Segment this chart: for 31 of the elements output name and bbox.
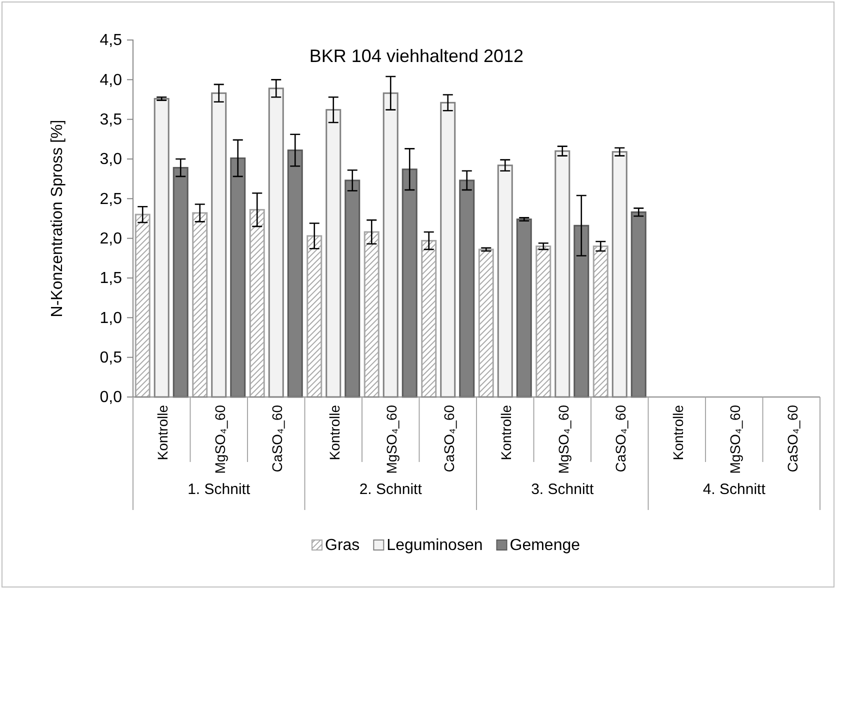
x-tick-label: MgSO₄_60 — [555, 404, 572, 474]
x-tick-label: MgSO₄_60 — [384, 404, 400, 474]
y-tick-label: 2,5 — [100, 190, 122, 208]
y-tick-label: 4,5 — [100, 32, 122, 50]
y-axis-title: N-Konzentration Spross [%] — [49, 120, 66, 318]
x-tick-label: Kontrolle — [326, 404, 342, 460]
text: 4. Schnitt — [702, 481, 766, 498]
text: 2. Schnitt — [359, 481, 423, 498]
y-tick-label: 1,0 — [100, 310, 122, 327]
y-tick-label: 2,0 — [100, 230, 122, 248]
y-tick-label: 0,5 — [100, 349, 122, 366]
legend-label: Gemenge — [510, 537, 580, 554]
y-tick-label: 4,0 — [100, 72, 122, 89]
legend-label: Gras — [325, 537, 360, 554]
x-tick-label: CaSO₄_60 — [784, 404, 800, 472]
x-tick-label: CaSO₄_60 — [440, 404, 457, 472]
x-tick-label: CaSO₄_60 — [269, 404, 286, 472]
x-tick-label: MgSO₄_60 — [212, 404, 228, 474]
y-tick-label: 3,5 — [100, 111, 122, 128]
x-tick-label: CaSO₄_60 — [612, 404, 629, 472]
x-tick-label: MgSO₄_60 — [727, 404, 744, 474]
chart-title: BKR 104 viehhaltend 2012 — [309, 46, 524, 66]
y-tick-label: 1,5 — [100, 270, 122, 288]
x-tick-label: Kontrolle — [154, 404, 171, 460]
text: 1. Schnitt — [188, 481, 251, 498]
y-tick-label: 0,0 — [100, 389, 122, 406]
text: 3. Schnitt — [531, 481, 594, 498]
legend-label: Leguminosen — [386, 537, 483, 554]
x-tick-label: Kontrolle — [498, 404, 514, 460]
x-tick-label: Kontrolle — [670, 404, 686, 460]
y-tick-label: 3,0 — [100, 151, 122, 168]
